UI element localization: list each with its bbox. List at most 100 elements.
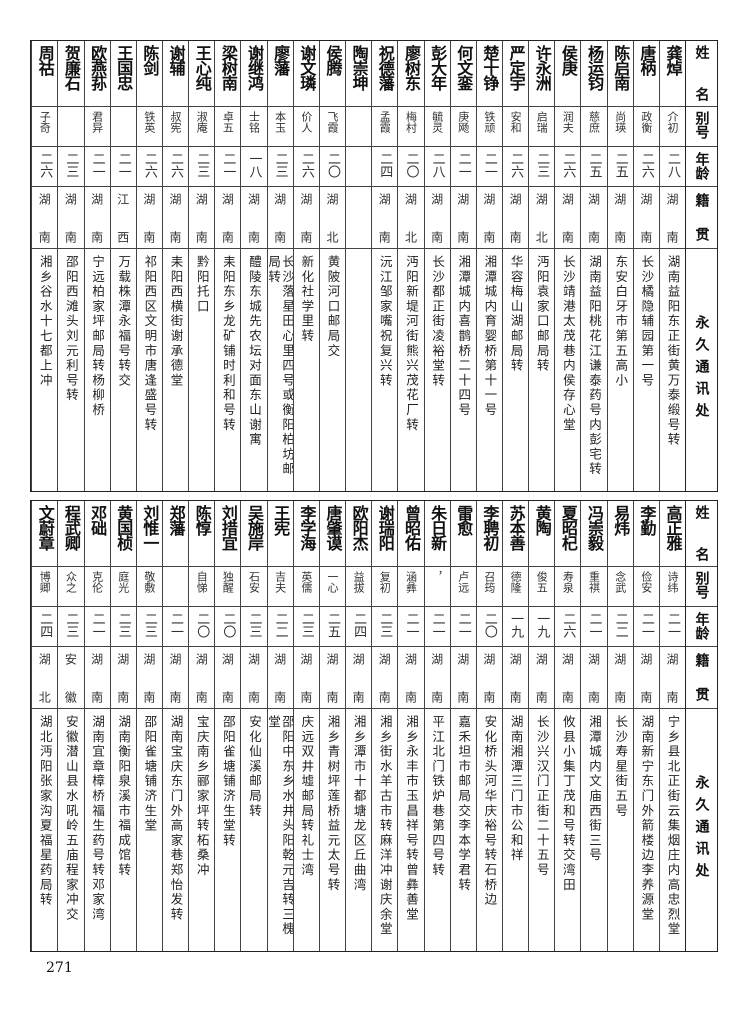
address-cell: 沔阳新堤河街熊兴茂花厂转 [398, 249, 423, 491]
name-text: 王国忠 [114, 45, 134, 90]
age-cell: 二六 [555, 607, 581, 647]
age-cell: 二五 [607, 147, 633, 187]
alias-cell: 庚飏 [450, 107, 476, 147]
native-text: 湖南 [612, 193, 627, 243]
name-cell: 王宪 [267, 501, 293, 567]
alias-cell: 价人 [293, 107, 319, 147]
header-label-alias: 别号 [693, 111, 710, 139]
age-text: 二六 [141, 152, 157, 178]
age-text: 一九 [508, 612, 524, 638]
age-text: 二六 [638, 152, 654, 178]
address-text: 长沙靖港太茂巷内侯存心堂 [560, 255, 576, 433]
table-row: 夏昭杞 寿泉 二六 湖南 攸县小集丁茂和号转交湾田 [554, 501, 581, 951]
alias-text: 念武 [613, 571, 627, 593]
name-text: 易炜 [611, 505, 631, 535]
address-cell: 安化仙溪邮局转 [241, 709, 266, 951]
name-text: 谢文璘 [297, 45, 317, 90]
alias-cell: 诗纬 [659, 567, 686, 607]
native-cell: 湖南 [398, 647, 424, 709]
age-cell: 二〇 [215, 607, 241, 647]
age-text: 一九 [534, 612, 550, 638]
address-text: 安化仙溪邮局转 [247, 715, 263, 819]
native-text: 湖南 [220, 653, 235, 703]
name-text: 杨运钧 [585, 45, 605, 90]
age-cell: 二一 [424, 607, 450, 647]
name-cell: 侯腾 [319, 41, 346, 107]
alias-cell: 叔宪 [162, 107, 189, 147]
alias-cell [58, 107, 84, 147]
address-cell: 新化社学里转 [294, 249, 319, 491]
table-row: 周祜 子奇 二六 湖南 湘乡谷水十七都上冲 [31, 41, 58, 491]
alias-text: 君异 [90, 111, 104, 133]
age-cell: 二一 [84, 607, 110, 647]
age-cell: 二一 [84, 147, 110, 187]
name-cell: 唐柄 [633, 41, 659, 107]
name-text: 李勤 [637, 505, 657, 535]
address-cell: 宝庆南乡郦家坪转柘桑冲 [189, 709, 214, 951]
age-cell: 二一 [215, 147, 241, 187]
alias-cell: 孟霞 [372, 107, 398, 147]
alias-cell: 独醒 [215, 567, 241, 607]
name-text: 吴施岸 [245, 505, 265, 550]
native-cell: 湖南 [32, 187, 58, 249]
header-label-name: 姓名 [693, 505, 710, 561]
alias-cell: 士铭 [241, 107, 267, 147]
address-text: 长沙都正街凌裕堂转 [430, 255, 446, 389]
address-cell: 邵阳西滩头刘元利号转 [58, 249, 83, 491]
name-cell: 贺廉石 [58, 41, 84, 107]
alias-cell: 念武 [607, 567, 633, 607]
table-row: 龚焯 介初 二八 湖南 湖南益阳东正街黄万泰缎号转 [658, 41, 686, 491]
table-row: 陈启南 尚瑛 二五 湖南 东安白牙市第五高小 [606, 41, 633, 491]
alias-cell: 尚瑛 [607, 107, 633, 147]
native-cell [346, 187, 372, 249]
age-text: 二八 [429, 152, 445, 178]
address-cell: 祁阳西区文明市唐逢盛号转 [137, 249, 162, 491]
address-text: 邵阳雀塘铺济生堂 [142, 715, 158, 834]
header-cell-alias: 别号 [686, 567, 717, 607]
table-row: 刘惟一 敬敷 二三 湖南 邵阳雀塘铺济生堂 [135, 501, 162, 951]
name-text: 何文銮 [454, 45, 474, 90]
name-text: 高正雅 [663, 505, 683, 550]
table-row: 雷愈 卢远 二一 湖南 嘉禾坦市邮局交李本学君转 [449, 501, 476, 951]
table-row: 廖藩 本玉 二三 湖南 长沙落星田心里四号或衡阳柏坊邮局转 [266, 41, 293, 491]
alias-text: 德隆 [509, 571, 523, 593]
name-text: 王心纯 [192, 45, 212, 90]
alias-text: 孟霞 [378, 111, 392, 133]
header-cell-name: 姓名 [686, 41, 717, 107]
table-row: 黄陶 俊五 一九 湖南 长沙兴汉门正街二十五号 [528, 501, 555, 951]
table-row: 何文銮 庚飏 二一 湖南 湘潭城内喜鹊桥二十四号 [449, 41, 476, 491]
name-cell: 高正雅 [659, 501, 686, 567]
address-text: 湖南新宁东门外箭楼边李养源堂 [639, 715, 655, 923]
alias-cell: 卓五 [215, 107, 241, 147]
name-text: 周祜 [35, 45, 55, 75]
alias-cell: 众之 [58, 567, 84, 607]
table-row: 刘措宜 独醒 二〇 湖南 邵阳雀塘铺济生堂转 [214, 501, 241, 951]
native-cell: 湖南 [555, 647, 581, 709]
native-cell: 湖南 [293, 647, 319, 709]
alias-cell: 梅村 [398, 107, 424, 147]
table-row: 杨运钧 慈庶 二五 湖南 湖南益阳桃花江谦泰药号内彭宅转 [580, 41, 607, 491]
name-cell: 梁树南 [215, 41, 241, 107]
table-row: 谢文璘 价人 二六 湖南 新化社学里转 [292, 41, 319, 491]
name-text: 文蔚章 [35, 505, 55, 550]
age-cell: 二三 [136, 607, 162, 647]
header-cell-age: 年龄 [686, 607, 717, 647]
age-text: 二六 [560, 612, 576, 638]
native-text: 湖南 [115, 653, 130, 703]
name-cell: 陶崇坤 [346, 41, 372, 107]
name-text: 王宪 [271, 505, 291, 535]
name-text: 梁树南 [218, 45, 238, 90]
native-cell: 湖南 [110, 647, 136, 709]
address-text: 邵阳雀塘铺济生堂转 [220, 715, 236, 849]
age-text: 二四 [377, 152, 393, 178]
table-row: 曾昭佑 涵彝 二一 湖南 湘乡永丰市玉昌祥号转曾彝善堂 [397, 501, 424, 951]
address-cell: 黔阳托口 [189, 249, 214, 491]
native-text: 湖南 [272, 193, 287, 243]
age-text: 二一 [638, 612, 654, 638]
native-text: 湖南 [246, 653, 261, 703]
age-cell: 二三 [241, 607, 267, 647]
native-text: 湖北 [324, 193, 339, 243]
alias-cell: 本玉 [267, 107, 293, 147]
name-text: 夏昭杞 [558, 505, 578, 550]
alias-text: 介初 [666, 111, 680, 133]
